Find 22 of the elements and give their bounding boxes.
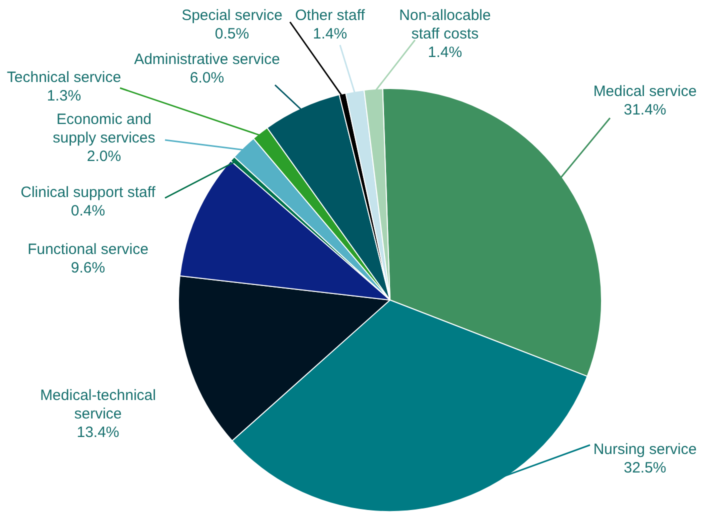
data-label: 6.0%: [190, 70, 224, 87]
slice-label: Economic and supply services: [52, 111, 156, 147]
data-label: 1.3%: [46, 88, 82, 105]
slice-label: Clinical support staff: [20, 184, 156, 202]
slice-label: Other staff: [295, 7, 366, 24]
data-label: 32.5%: [624, 460, 666, 477]
slice-label: Nursing service: [593, 441, 697, 458]
data-label: 13.4%: [76, 424, 120, 442]
data-label: 0.5%: [214, 26, 250, 43]
data-label: 1.4%: [312, 26, 348, 43]
data-label: 31.4%: [624, 102, 666, 119]
slice-label: Functional service: [28, 241, 148, 258]
slice-label: Technical service: [6, 69, 122, 86]
slice-label: Medical service: [593, 83, 697, 100]
data-label: 1.4%: [428, 44, 462, 62]
data-label: 9.6%: [70, 260, 106, 277]
slice-label: Special service: [182, 7, 282, 24]
slice-label: Medical-technical service: [40, 387, 156, 423]
data-label: 0.4%: [70, 202, 106, 220]
data-label: 2.0%: [86, 148, 122, 166]
slice-label: Administrative service: [134, 51, 280, 68]
slice-label: Non-allocable staff costs: [399, 7, 491, 43]
